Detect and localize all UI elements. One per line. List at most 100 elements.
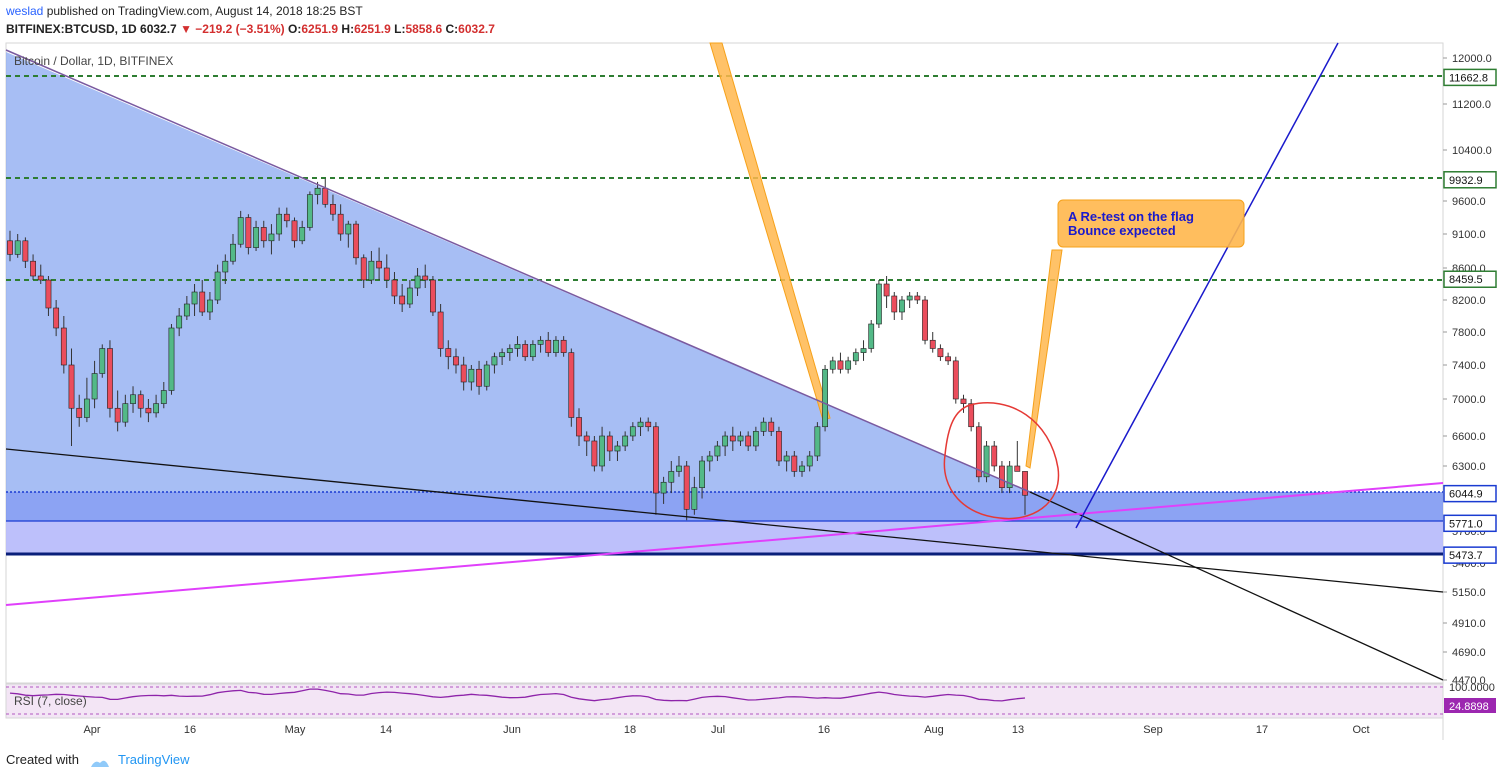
high-label: H: <box>341 22 355 36</box>
candle <box>330 194 336 221</box>
close-label: C: <box>445 22 459 36</box>
candle <box>476 360 482 395</box>
price-level-badge: 8459.5 <box>1443 270 1497 288</box>
candle <box>1014 441 1021 472</box>
last-price: 6032.7 <box>140 22 177 36</box>
low-value: 5858.6 <box>405 22 443 36</box>
author-link[interactable]: weslad <box>6 4 44 18</box>
candle <box>999 461 1005 494</box>
candle <box>199 280 206 316</box>
candle <box>899 296 905 320</box>
candle <box>453 348 459 374</box>
candle <box>30 254 36 280</box>
candles-group <box>7 178 1028 521</box>
price-tick-label: 8200.0 <box>1452 295 1486 307</box>
blue-projection-line <box>1075 42 1339 529</box>
candle <box>268 224 275 255</box>
candle <box>529 340 536 361</box>
time-axis-ticks: Apr 16 May 14 Jun 18 Jul 16 Aug 13 Sep 17 Oct <box>83 724 1369 736</box>
candle <box>714 441 721 461</box>
price-tick-label: 6300.0 <box>1452 461 1486 473</box>
time-tick-label: 16 <box>818 724 830 736</box>
candle <box>283 207 290 228</box>
price-level-value: 5473.7 <box>1449 550 1483 562</box>
candle <box>660 476 667 504</box>
price-tick-label: 9100.0 <box>1452 229 1486 241</box>
candle <box>37 264 44 284</box>
price-level-value: 11662.8 <box>1449 72 1488 84</box>
upper-trendline-extension <box>1029 491 1444 681</box>
candle <box>852 348 859 365</box>
candle <box>1022 471 1028 515</box>
candle <box>22 237 29 268</box>
time-tick-label: 16 <box>184 724 196 736</box>
tradingview-link[interactable]: TradingView <box>118 752 190 767</box>
candle <box>645 417 652 432</box>
candle <box>191 284 198 316</box>
price-tick-label: 9600.0 <box>1452 196 1486 208</box>
price-change: ▼ −219.2 (−3.51%) <box>180 22 285 36</box>
price-axis-ticks: 12000.011200.010400.09600.09100.08600.08… <box>1443 53 1492 687</box>
candle <box>183 296 190 320</box>
candle <box>806 451 813 472</box>
price-tick-label: 4910.0 <box>1452 618 1486 630</box>
time-tick-label: 17 <box>1256 724 1268 736</box>
candle <box>99 344 106 378</box>
candle <box>622 431 629 451</box>
candle <box>745 431 752 451</box>
time-tick-label: 14 <box>380 724 392 736</box>
created-with-label: Created with <box>6 752 79 767</box>
candle <box>7 230 13 262</box>
candle <box>914 292 921 304</box>
candle <box>222 254 229 284</box>
candle <box>891 292 898 320</box>
candle <box>691 476 698 515</box>
price-tick-label: 7000.0 <box>1452 394 1486 406</box>
support-zone-lower <box>6 521 1443 554</box>
price-level-value: 8459.5 <box>1449 274 1483 286</box>
footer: Created with TradingView <box>6 751 190 769</box>
price-tick-label: 6600.0 <box>1452 431 1486 443</box>
candle <box>468 365 475 391</box>
candle <box>545 332 552 357</box>
candle <box>668 461 675 494</box>
candle <box>706 451 713 472</box>
candle <box>145 399 152 423</box>
rsi-value-badge <box>1444 698 1496 713</box>
candle <box>783 451 790 472</box>
price-tick-label: 10400.0 <box>1452 145 1492 157</box>
candle <box>991 441 998 472</box>
candle <box>768 417 775 436</box>
candle <box>583 431 590 456</box>
candle <box>729 426 736 451</box>
candle <box>591 436 598 472</box>
candle <box>576 408 582 446</box>
candle <box>499 348 506 365</box>
candle <box>776 426 782 466</box>
time-tick-label: 13 <box>1012 724 1024 736</box>
candle <box>483 360 490 391</box>
symbol-label: BITFINEX:BTCUSD, 1D <box>6 22 137 36</box>
candle <box>876 280 882 328</box>
time-tick-label: Apr <box>83 724 100 736</box>
candle <box>176 308 183 337</box>
candle <box>737 431 744 446</box>
candle <box>60 316 67 374</box>
candle <box>506 344 513 361</box>
candle <box>699 456 705 499</box>
candle <box>460 356 467 391</box>
candle <box>68 348 75 446</box>
orange-arrow-retest <box>1025 249 1063 469</box>
candle <box>345 220 352 248</box>
candle <box>829 356 836 374</box>
price-level-badge: 6044.9 <box>1443 484 1497 503</box>
candle <box>445 340 452 370</box>
candle <box>276 207 283 241</box>
candle <box>1006 461 1013 494</box>
orange-arrow-down <box>709 42 831 421</box>
candle <box>83 377 90 423</box>
rsi-top-tick: 100.0000 <box>1449 682 1495 694</box>
time-tick-label: Sep <box>1143 724 1163 736</box>
candle <box>799 461 805 477</box>
